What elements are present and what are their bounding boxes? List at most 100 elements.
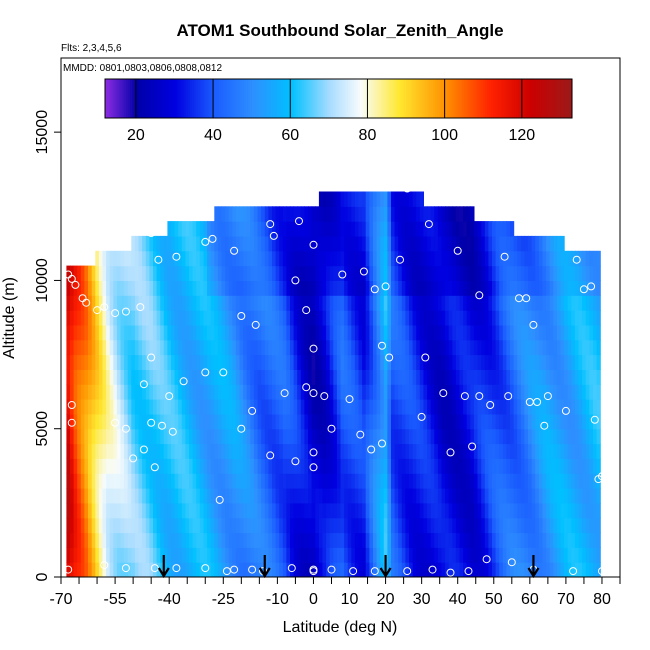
heatmap-cell <box>318 532 324 548</box>
heatmap-cell <box>329 310 334 326</box>
heatmap-cell <box>264 354 269 370</box>
heatmap-cell <box>221 532 226 548</box>
heatmap-cell <box>398 339 403 356</box>
heatmap-cell <box>492 310 497 326</box>
heatmap-cell <box>106 458 111 474</box>
heatmap-cell <box>510 532 515 548</box>
heatmap-cell <box>167 562 172 577</box>
heatmap-cell <box>98 532 104 548</box>
heatmap-cell <box>416 310 421 326</box>
heatmap-cell <box>228 532 233 548</box>
heatmap-cell <box>333 413 338 430</box>
heatmap-cell <box>228 547 233 563</box>
heatmap-cell <box>582 413 587 430</box>
heatmap-cell <box>412 488 417 504</box>
heatmap-cell <box>470 369 475 385</box>
heatmap-cell <box>102 295 107 311</box>
heatmap-cell <box>142 295 147 311</box>
heatmap-cell <box>98 488 104 504</box>
heatmap-cell <box>492 532 497 548</box>
heatmap-cell <box>520 310 525 326</box>
heatmap-cell <box>351 250 356 267</box>
colorbar-segment <box>305 79 309 118</box>
heatmap-cell <box>189 235 194 252</box>
heatmap-cell <box>387 547 392 563</box>
heatmap-cell <box>445 413 450 430</box>
heatmap-cell <box>304 384 309 400</box>
heatmap-cell <box>221 502 226 519</box>
heatmap-cell <box>261 384 266 400</box>
heatmap-cell <box>347 310 352 326</box>
heatmap-cell <box>261 547 266 563</box>
heatmap-cell <box>358 428 363 445</box>
heatmap-cell <box>394 280 399 296</box>
heatmap-cell <box>293 547 298 563</box>
heatmap-cell <box>510 458 515 474</box>
heatmap-cell <box>322 369 327 385</box>
heatmap-cell <box>470 517 475 534</box>
heatmap-cell <box>134 532 140 548</box>
heatmap-cell <box>520 517 525 534</box>
heatmap-cell <box>405 191 410 207</box>
heatmap-cell <box>437 354 443 370</box>
heatmap-cell <box>401 428 406 445</box>
heatmap-cell <box>171 547 176 563</box>
colorbar-segment <box>149 79 152 118</box>
heatmap-cell <box>185 488 190 504</box>
heatmap-cell <box>560 458 565 474</box>
heatmap-cell <box>225 562 230 577</box>
colorbar-segment <box>477 79 480 118</box>
heatmap-cell <box>156 532 161 548</box>
heatmap-cell <box>430 443 435 459</box>
heatmap-cell <box>106 532 111 548</box>
heatmap-cell <box>261 413 266 430</box>
heatmap-cell <box>300 532 305 548</box>
heatmap-cell <box>98 384 104 400</box>
heatmap-cell <box>134 473 140 489</box>
heatmap-cell <box>398 384 403 400</box>
colorbar-tick-label: 60 <box>281 127 299 144</box>
heatmap-cell <box>412 310 417 326</box>
sample-point <box>349 567 358 576</box>
heatmap-cell <box>102 473 107 489</box>
heatmap-cell <box>412 428 417 445</box>
heatmap-cell <box>589 339 594 356</box>
heatmap-cell <box>91 413 96 430</box>
colorbar-segment <box>546 79 550 118</box>
heatmap-cell <box>553 280 558 296</box>
heatmap-cell <box>373 488 378 504</box>
heatmap-cell <box>358 354 363 370</box>
heatmap-cell <box>380 295 385 311</box>
heatmap-cell <box>593 384 598 400</box>
heatmap-cell <box>427 324 432 341</box>
heatmap-cell <box>459 354 464 370</box>
heatmap-cell <box>116 473 122 489</box>
heatmap-cell <box>315 295 320 311</box>
colorbar-segment <box>481 79 484 118</box>
heatmap-cell <box>145 473 150 489</box>
heatmap-cell <box>264 473 269 489</box>
heatmap-cell <box>120 324 125 341</box>
heatmap-cell <box>347 235 352 252</box>
heatmap-cell <box>167 384 172 400</box>
sample-point <box>482 555 491 564</box>
heatmap-cell <box>326 191 331 207</box>
heatmap-cell <box>564 324 569 341</box>
heatmap-cell <box>160 488 165 504</box>
heatmap-cell <box>142 562 147 577</box>
heatmap-cell <box>124 443 129 459</box>
heatmap-cell <box>488 428 493 445</box>
heatmap-cell <box>556 532 562 548</box>
heatmap-cell <box>196 265 201 281</box>
heatmap-cell <box>174 324 179 341</box>
heatmap-cell <box>131 532 136 548</box>
heatmap-cell <box>520 295 525 311</box>
heatmap-cell <box>481 562 486 577</box>
heatmap-cell <box>520 532 525 548</box>
heatmap-cell <box>531 443 536 459</box>
heatmap-cell <box>322 280 327 296</box>
colorbar-segment <box>483 79 486 118</box>
heatmap-cell <box>300 384 305 400</box>
heatmap-cell <box>466 502 471 519</box>
sample-point <box>237 312 246 320</box>
